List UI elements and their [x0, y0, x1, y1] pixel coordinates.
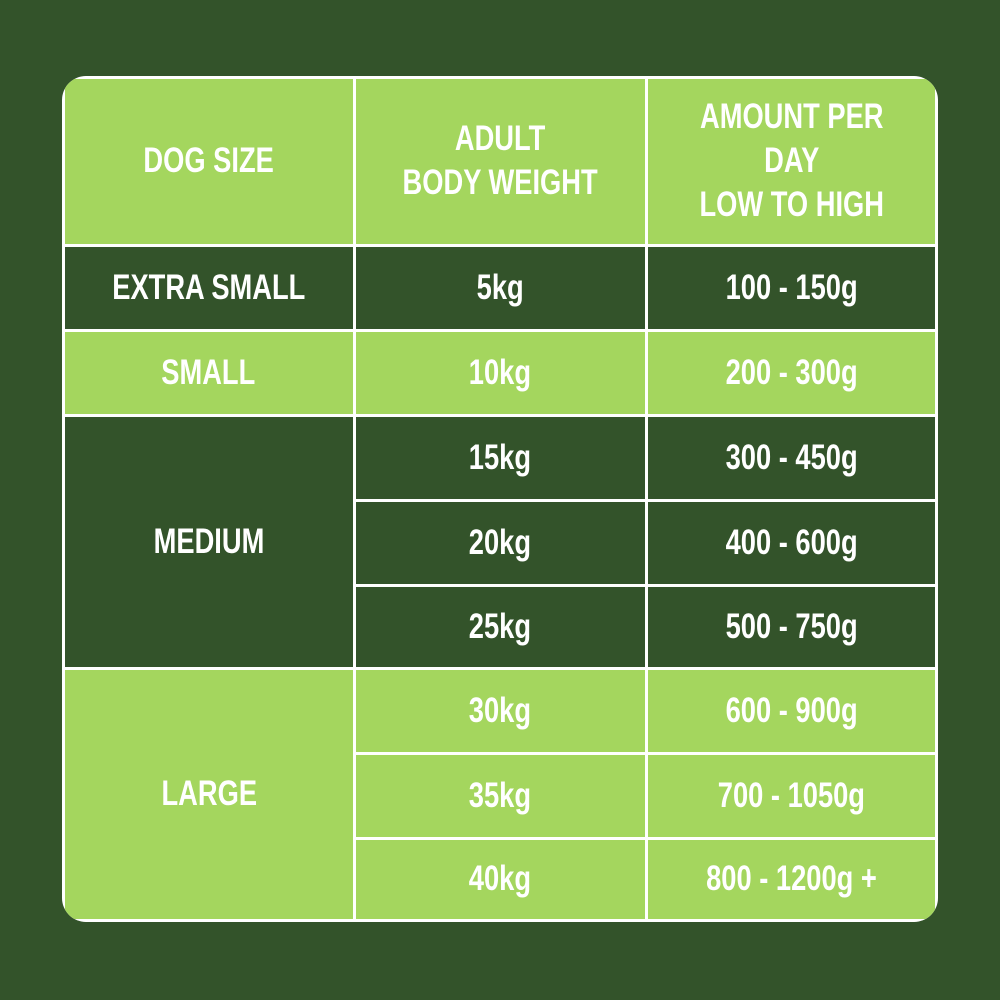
amount-per-day-cell: 800 - 1200g +	[647, 839, 935, 919]
header-cell: DOG SIZE	[65, 79, 353, 244]
body-weight-cell: 35kg	[355, 754, 645, 837]
body-weight-cell: 30kg	[355, 669, 645, 752]
amount-per-day-cell-text: 300 - 450g	[725, 437, 858, 477]
amount-per-day-cell: 700 - 1050g	[647, 754, 935, 837]
feeding-table: DOG SIZE ADULT BODY WEIGHT AMOUNT PER DAY …	[62, 76, 938, 922]
amount-per-day-cell-text: 500 - 750g	[725, 606, 858, 646]
body-weight-cell: 5kg	[355, 246, 645, 329]
body-weight-cell: 10kg	[355, 331, 645, 414]
dog-size-cell: MEDIUM	[65, 416, 353, 667]
amount-per-day-cell: 200 - 300g	[647, 331, 935, 414]
dog-size-cell-text: LARGE	[160, 774, 257, 814]
dog-size-cell: LARGE	[65, 669, 353, 919]
amount-per-day-cell: 100 - 150g	[647, 246, 935, 329]
amount-per-day-cell: 400 - 600g	[647, 501, 935, 584]
dog-size-cell-text: MEDIUM	[153, 521, 265, 561]
body-weight-cell: 40kg	[355, 839, 645, 919]
body-weight-cell: 20kg	[355, 501, 645, 584]
dog-size-cell-text: EXTRA SMALL	[112, 267, 306, 307]
amount-per-day-cell-text: 400 - 600g	[725, 522, 858, 562]
body-weight-cell-text: 40kg	[468, 859, 532, 899]
amount-per-day-cell-text: 600 - 900g	[725, 690, 858, 730]
dog-size-cell: SMALL	[65, 331, 353, 414]
amount-per-day-cell-text: 100 - 150g	[725, 267, 858, 307]
dog-size-cell-text: SMALL	[161, 352, 256, 392]
header-cell-text: ADULT BODY WEIGHT	[402, 119, 598, 203]
body-weight-cell-text: 25kg	[468, 606, 532, 646]
amount-per-day-cell-text: 800 - 1200g +	[705, 859, 877, 899]
amount-per-day-cell: 600 - 900g	[647, 669, 935, 752]
body-weight-cell: 15kg	[355, 416, 645, 499]
dog-size-cell: EXTRA SMALL	[65, 246, 353, 329]
amount-per-day-cell: 500 - 750g	[647, 586, 935, 667]
header-cell: AMOUNT PER DAY LOW TO HIGH	[647, 79, 935, 244]
body-weight-cell-text: 10kg	[468, 352, 532, 392]
amount-per-day-cell-text: 700 - 1050g	[717, 775, 865, 815]
header-cell-text: AMOUNT PER DAY LOW TO HIGH	[698, 97, 884, 225]
body-weight-cell-text: 35kg	[468, 775, 532, 815]
body-weight-cell-text: 30kg	[468, 690, 532, 730]
header-cell-text: DOG SIZE	[143, 141, 274, 181]
header-cell: ADULT BODY WEIGHT	[355, 79, 645, 244]
amount-per-day-cell: 300 - 450g	[647, 416, 935, 499]
body-weight-cell-text: 15kg	[468, 437, 532, 477]
body-weight-cell: 25kg	[355, 586, 645, 667]
body-weight-cell-text: 20kg	[468, 522, 532, 562]
amount-per-day-cell-text: 200 - 300g	[725, 352, 858, 392]
body-weight-cell-text: 5kg	[476, 267, 524, 307]
